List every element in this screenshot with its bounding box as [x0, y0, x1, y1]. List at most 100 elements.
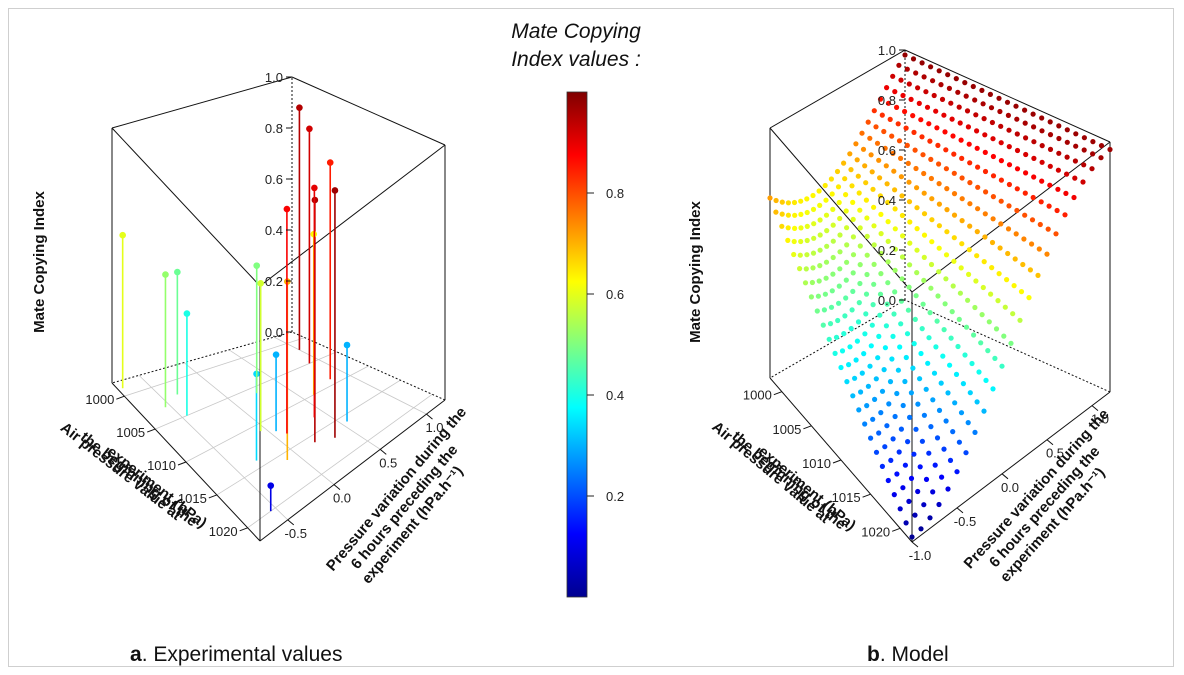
- caption-a: a. Experimental values: [130, 643, 342, 667]
- panel-b-surface-point: [828, 321, 833, 326]
- panel-b-surface-point: [1040, 143, 1045, 148]
- panel-b-surface-point: [890, 74, 895, 79]
- panel-b-surface-point: [897, 344, 902, 349]
- panel-b-surface-point: [870, 187, 875, 192]
- panel-b-surface-point: [1046, 227, 1051, 232]
- panel-b-surface-point: [905, 331, 910, 336]
- panel-b-surface-point: [850, 200, 855, 205]
- panel-b-z-tick-label: 0.4: [878, 193, 896, 208]
- panel-b-surface-point: [952, 191, 957, 196]
- panel-a-data-point: [311, 185, 318, 192]
- panel-b-surface-point: [868, 436, 873, 441]
- panel-b-surface-point: [878, 271, 883, 276]
- panel-b-surface-point: [963, 450, 968, 455]
- panel-b-surface-point: [973, 112, 978, 117]
- panel-b-surface-point: [1015, 166, 1020, 171]
- panel-b-surface-point: [1022, 108, 1027, 113]
- panel-b-surface-point: [871, 302, 876, 307]
- panel-b-surface-point: [902, 109, 907, 114]
- panel-b-surface-point: [976, 369, 981, 374]
- panel-b-surface-point: [856, 174, 861, 179]
- panel-b-surface-point: [1031, 195, 1036, 200]
- panel-b-surface-point: [922, 74, 927, 79]
- panel-b-surface-point: [955, 344, 960, 349]
- panel-b-surface-point: [965, 298, 970, 303]
- panel-b-surface-point: [792, 226, 797, 231]
- panel-b-surface-point: [971, 332, 976, 337]
- panel-b-surface-point: [1010, 311, 1015, 316]
- panel-b-surface-point: [803, 280, 808, 285]
- panel-b-surface-point: [918, 351, 923, 356]
- panel-a-top-edge: [260, 145, 445, 286]
- panel-b-surface-point: [851, 217, 856, 222]
- panel-b-surface-point: [844, 379, 849, 384]
- panel-b-surface-point: [1029, 241, 1034, 246]
- panel-b-surface-point: [926, 121, 931, 126]
- panel-b-surface-point: [1056, 123, 1061, 128]
- panel-b-surface-point: [810, 280, 815, 285]
- panel-b-surface-point: [877, 313, 882, 318]
- panel-b-surface-point: [909, 97, 914, 102]
- panel-b-surface-point: [981, 285, 986, 290]
- panel-b-surface-point: [773, 210, 778, 215]
- panel-b-surface-point: [966, 272, 971, 277]
- panel-b-surface-point: [906, 308, 911, 313]
- panel-b-surface-point: [917, 101, 922, 106]
- panel-b-surface-point: [854, 357, 859, 362]
- panel-b-surface-point: [817, 278, 822, 283]
- panel-b-surface-point: [880, 113, 885, 118]
- panel-b-surface-point: [915, 489, 920, 494]
- panel-b-surface-point: [982, 259, 987, 264]
- panel-b-surface-point: [798, 212, 803, 217]
- panel-b-surface-point: [928, 424, 933, 429]
- panel-b-surface-point: [767, 195, 772, 200]
- panel-b-surface-point: [1090, 139, 1095, 144]
- panel-b-surface-point: [804, 252, 809, 257]
- panel-b-surface-point: [1056, 168, 1061, 173]
- panel-b-surface-point: [1030, 217, 1035, 222]
- panel-b-surface-point: [921, 171, 926, 176]
- panel-b-variation-tick-label: -1.0: [909, 548, 931, 563]
- panel-b-surface-point: [862, 331, 867, 336]
- panel-b-surface-point: [982, 132, 987, 137]
- panel-b-surface-point: [786, 213, 791, 218]
- panel-b-surface-point: [913, 148, 918, 153]
- panel-b-surface-point: [867, 364, 872, 369]
- panel-b-surface-point: [898, 78, 903, 83]
- panel-a-z-tick-label: 0.4: [265, 223, 283, 238]
- panel-b-surface-point: [960, 175, 965, 180]
- panel-b-surface-point: [947, 86, 952, 91]
- panel-b-surface-point: [936, 161, 941, 166]
- panel-b-surface-point: [842, 313, 847, 318]
- panel-b-surface-point: [914, 205, 919, 210]
- panel-b-surface-point: [904, 355, 909, 360]
- panel-b-surface-point: [840, 348, 845, 353]
- panel-b-surface-point: [914, 293, 919, 298]
- panel-b-z-tick-label: 0.2: [878, 243, 896, 258]
- panel-b-surface-point: [917, 376, 922, 381]
- panel-b-surface-point: [928, 64, 933, 69]
- panel-b-surface-point: [944, 229, 949, 234]
- panel-b-surface-point: [992, 356, 997, 361]
- panel-a-data-point: [344, 342, 351, 349]
- panel-b-surface-point: [935, 319, 940, 324]
- panel-b-surface-point: [1099, 143, 1104, 148]
- panel-a-floor-gridline: [274, 337, 427, 414]
- panel-b-surface-point: [817, 188, 822, 193]
- panel-b-variation-tick: [912, 542, 918, 547]
- panel-b-surface-point: [797, 266, 802, 271]
- panel-b-pressure-tick: [833, 460, 841, 463]
- panel-b-surface-point: [945, 486, 950, 491]
- panel-b-surface-point: [885, 280, 890, 285]
- panel-b-pressure-tick: [774, 392, 782, 395]
- panel-a-floor-gridline: [229, 350, 380, 450]
- panel-b-surface-point: [822, 307, 827, 312]
- panel-b-surface-point: [981, 409, 986, 414]
- panel-b-surface-point: [927, 515, 932, 520]
- panel-b-surface-point: [920, 60, 925, 65]
- panel-b-surface-point: [969, 361, 974, 366]
- panel-b-surface-point: [918, 526, 923, 531]
- panel-b-surface-point: [1023, 152, 1028, 157]
- legend-title: Mate Copying Index values :: [476, 18, 676, 74]
- panel-b-surface-point: [1044, 252, 1049, 257]
